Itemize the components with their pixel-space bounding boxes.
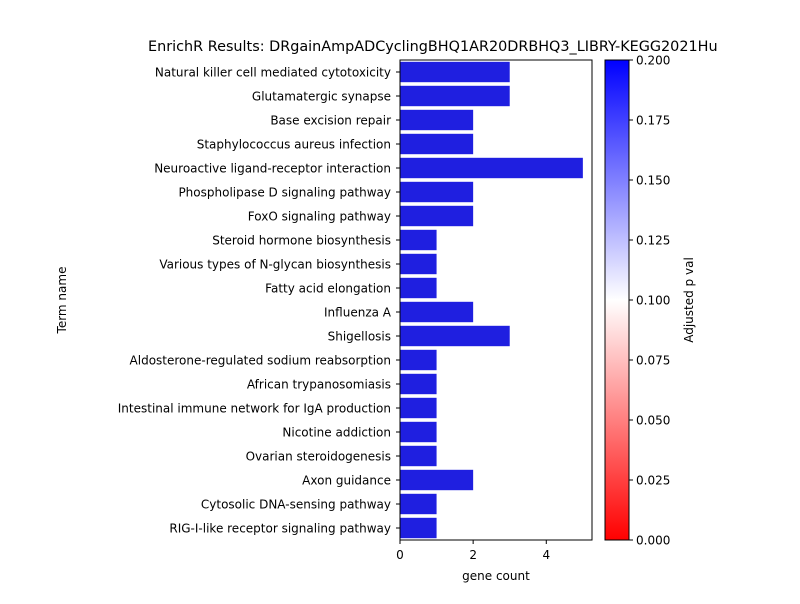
bar [400,373,437,395]
bar [400,277,437,299]
y-axis-label: Term name [55,267,69,335]
y-tick-label: Base excision repair [270,114,391,128]
chart-title: EnrichR Results: DRgainAmpADCyclingBHQ1A… [148,39,718,55]
x-tick-label: 4 [542,548,550,562]
bar [400,397,437,419]
colorbar-tick-label: 0.150 [636,174,670,188]
bar [400,301,474,323]
bar [400,493,437,515]
y-tick-label: Aldosterone-regulated sodium reabsorptio… [130,354,391,368]
bar [400,61,510,83]
x-tick-label: 0 [396,548,404,562]
x-axis-label: gene count [462,569,530,583]
bar [400,445,437,467]
colorbar-tick-label: 0.050 [636,414,670,428]
bar [400,325,510,347]
colorbar-tick-label: 0.175 [636,114,670,128]
y-tick-label: Cytosolic DNA-sensing pathway [201,498,391,512]
bar [400,205,474,227]
bar [400,349,437,371]
bar [400,229,437,251]
y-tick-label: Steroid hormone biosynthesis [212,234,391,248]
bar [400,469,474,491]
bar [400,133,474,155]
bar [400,85,510,107]
colorbar: 0.000 0.025 0.050 0.075 0.100 0.125 0.150 0.175… [604,54,670,548]
bar [400,109,474,131]
y-tick-label: Various types of N-glycan biosynthesis [159,258,391,272]
colorbar-tick-label: 0.000 [636,534,670,548]
y-tick-label: Glutamatergic synapse [252,90,391,104]
bar [400,421,437,443]
y-tick-label: Intestinal immune network for IgA produc… [118,402,391,416]
plot-frame [399,59,593,541]
bar [400,157,583,179]
colorbar-tick-label: 0.100 [636,294,670,308]
y-tick-label: Natural killer cell mediated cytotoxicit… [155,66,391,80]
y-tick-label: Influenza A [324,306,392,320]
x-tick-label: 2 [469,548,477,562]
colorbar-tick-label: 0.025 [636,474,670,488]
y-tick-label: RIG-I-like receptor signaling pathway [169,522,391,536]
y-tick-label: FoxO signaling pathway [248,210,391,224]
colorbar-tick-label: 0.125 [636,234,670,248]
y-tick-label: Staphylococcus aureus infection [197,138,391,152]
y-tick-label: African trypanosomiasis [247,378,391,392]
y-tick-label: Phospholipase D signaling pathway [178,186,391,200]
y-tick-label: Nicotine addiction [282,426,391,440]
bar [400,517,437,539]
axes-layer: Natural killer cell mediated cytotoxicit… [118,59,593,562]
colorbar-tick-label: 0.200 [636,54,670,68]
colorbar-label: Adjusted p val [682,257,696,343]
bars-layer [400,61,583,539]
y-tick-label: Fatty acid elongation [265,282,391,296]
y-tick-label: Ovarian steroidogenesis [246,450,391,464]
y-tick-label: Shigellosis [328,330,391,344]
y-tick-label: Neuroactive ligand-receptor interaction [154,162,391,176]
colorbar-gradient [604,59,630,541]
colorbar-tick-label: 0.075 [636,354,670,368]
bar [400,253,437,275]
bar [400,181,474,203]
y-tick-label: Axon guidance [302,474,391,488]
